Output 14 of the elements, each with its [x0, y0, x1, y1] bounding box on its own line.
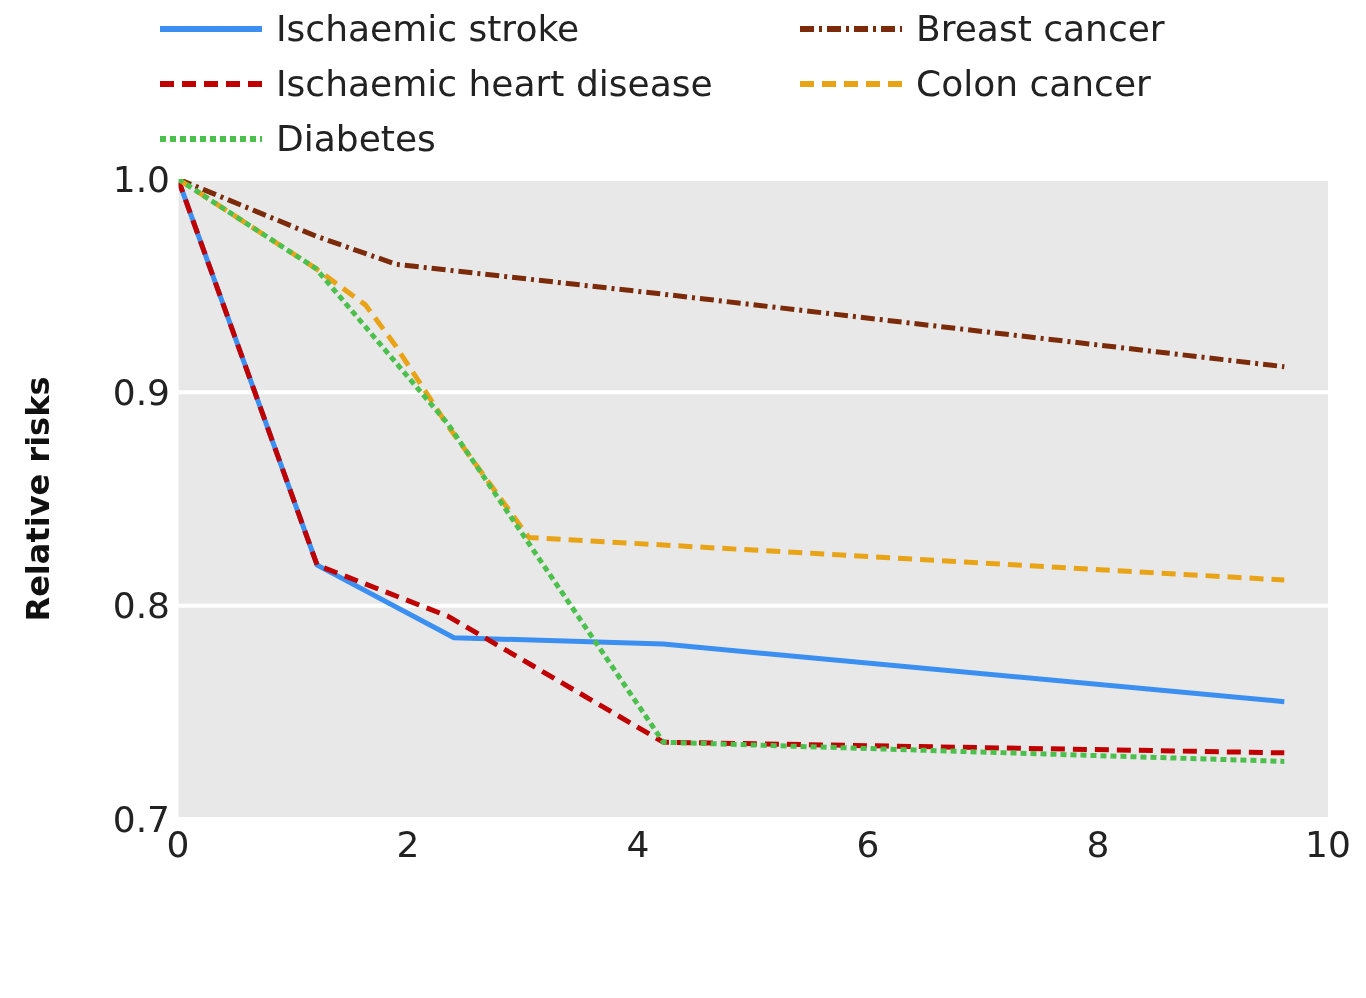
- x-tick-label: 8: [1086, 823, 1110, 865]
- y-tick-label: 0.9: [112, 372, 170, 414]
- legend-label: Colon cancer: [916, 63, 1151, 104]
- x-tick-label: 2: [396, 823, 420, 865]
- x-tick-label: 6: [856, 823, 880, 865]
- x-tick-label: 4: [626, 823, 650, 865]
- legend-label: Diabetes: [276, 118, 436, 159]
- x-tick-label: 10: [1305, 823, 1351, 865]
- legend-label: Breast cancer: [916, 8, 1165, 49]
- legend-label: Ischaemic heart disease: [276, 63, 713, 104]
- legend-label: Ischaemic stroke: [276, 8, 580, 49]
- y-tick-label: 0.8: [112, 585, 170, 627]
- y-axis-title: Relative risks: [19, 376, 58, 622]
- y-tick-label: 1.0: [112, 158, 170, 200]
